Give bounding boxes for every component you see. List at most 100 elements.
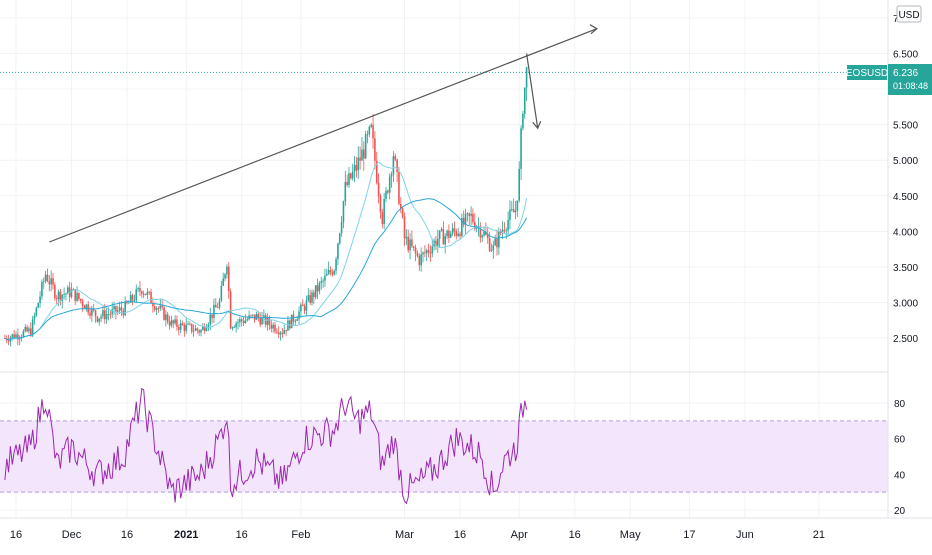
candle bbox=[314, 285, 317, 300]
candle bbox=[507, 211, 509, 237]
candle-body bbox=[213, 304, 215, 318]
candle-body bbox=[74, 289, 76, 301]
candle-body bbox=[168, 321, 171, 326]
candle-body bbox=[98, 318, 101, 322]
candle-body bbox=[276, 331, 278, 333]
candle-body bbox=[165, 314, 167, 320]
candle bbox=[492, 240, 495, 259]
candle-body bbox=[523, 87, 526, 114]
candle-body bbox=[231, 327, 234, 329]
candle bbox=[438, 230, 441, 248]
candle-body bbox=[153, 306, 156, 310]
candle bbox=[102, 306, 104, 320]
candle-body bbox=[235, 323, 237, 328]
candle bbox=[387, 189, 389, 195]
candle-body bbox=[170, 320, 173, 326]
candle-body bbox=[61, 294, 64, 301]
candle-body bbox=[237, 322, 239, 324]
candle-body bbox=[33, 315, 36, 320]
candle bbox=[35, 306, 38, 318]
time-tick-label: 16 bbox=[236, 529, 248, 541]
candle bbox=[350, 172, 352, 180]
candle-body bbox=[272, 324, 274, 329]
candle bbox=[414, 244, 417, 262]
candle-body bbox=[496, 238, 498, 248]
candle-body bbox=[109, 314, 112, 315]
candle-body bbox=[464, 213, 467, 225]
candle bbox=[398, 167, 400, 206]
candle-body bbox=[227, 266, 230, 292]
candle bbox=[289, 319, 291, 331]
candle bbox=[187, 320, 189, 326]
candle-body bbox=[518, 168, 520, 201]
candle-body bbox=[375, 160, 378, 183]
ma-slow-line bbox=[4, 198, 528, 341]
candle bbox=[235, 321, 237, 333]
candle-body bbox=[104, 310, 106, 320]
candle-body bbox=[220, 285, 223, 301]
candle bbox=[496, 229, 498, 256]
candle bbox=[523, 87, 526, 119]
candle bbox=[61, 294, 64, 309]
candle-body bbox=[344, 181, 347, 202]
candle-body bbox=[44, 274, 47, 282]
candle-body bbox=[320, 281, 323, 283]
candle-body bbox=[166, 314, 169, 322]
candle bbox=[329, 266, 332, 276]
candle bbox=[52, 272, 54, 290]
candle bbox=[477, 217, 480, 237]
candle-body bbox=[209, 314, 212, 325]
candle bbox=[412, 246, 415, 251]
candle bbox=[368, 125, 371, 138]
candle bbox=[240, 317, 243, 327]
candle-body bbox=[129, 295, 132, 303]
candle bbox=[98, 318, 101, 326]
candle-body bbox=[490, 250, 493, 251]
candle-body bbox=[481, 235, 483, 238]
candle bbox=[301, 299, 304, 307]
candle bbox=[451, 223, 454, 237]
price-tick-label: 6.500 bbox=[893, 50, 918, 61]
candle-body bbox=[444, 236, 446, 245]
candle bbox=[118, 301, 121, 315]
candle-body bbox=[224, 274, 226, 279]
candle bbox=[276, 328, 278, 334]
candle bbox=[131, 293, 134, 306]
candle bbox=[148, 290, 150, 296]
candle-body bbox=[194, 328, 197, 331]
candle bbox=[479, 222, 482, 243]
symbol-tag: EOSUSD bbox=[846, 65, 888, 80]
candle-body bbox=[202, 326, 204, 331]
candle-body bbox=[313, 292, 315, 298]
candle bbox=[444, 233, 446, 254]
candle-body bbox=[216, 307, 219, 309]
candle bbox=[483, 226, 485, 238]
candle-body bbox=[503, 229, 506, 231]
candle bbox=[466, 212, 469, 222]
currency-badge[interactable]: USD bbox=[896, 5, 922, 23]
candle-body bbox=[17, 334, 19, 340]
candle-body bbox=[218, 300, 221, 308]
candle bbox=[363, 141, 365, 171]
candle bbox=[67, 285, 69, 294]
candle bbox=[294, 319, 297, 325]
candle-body bbox=[222, 278, 224, 286]
candle-body bbox=[59, 291, 62, 301]
candle-body bbox=[189, 323, 191, 325]
candle bbox=[250, 314, 252, 319]
candle-body bbox=[381, 212, 384, 224]
candle-body bbox=[52, 278, 54, 285]
candle bbox=[22, 329, 25, 338]
candle-body bbox=[70, 289, 73, 297]
candle bbox=[511, 200, 513, 212]
candle-body bbox=[196, 328, 199, 331]
candle bbox=[340, 215, 343, 237]
candle-body bbox=[159, 305, 162, 309]
candle-body bbox=[120, 307, 123, 311]
price-tick-label: 5.000 bbox=[893, 156, 918, 167]
candle bbox=[381, 208, 384, 229]
candle-body bbox=[461, 217, 463, 236]
candle bbox=[152, 297, 154, 313]
